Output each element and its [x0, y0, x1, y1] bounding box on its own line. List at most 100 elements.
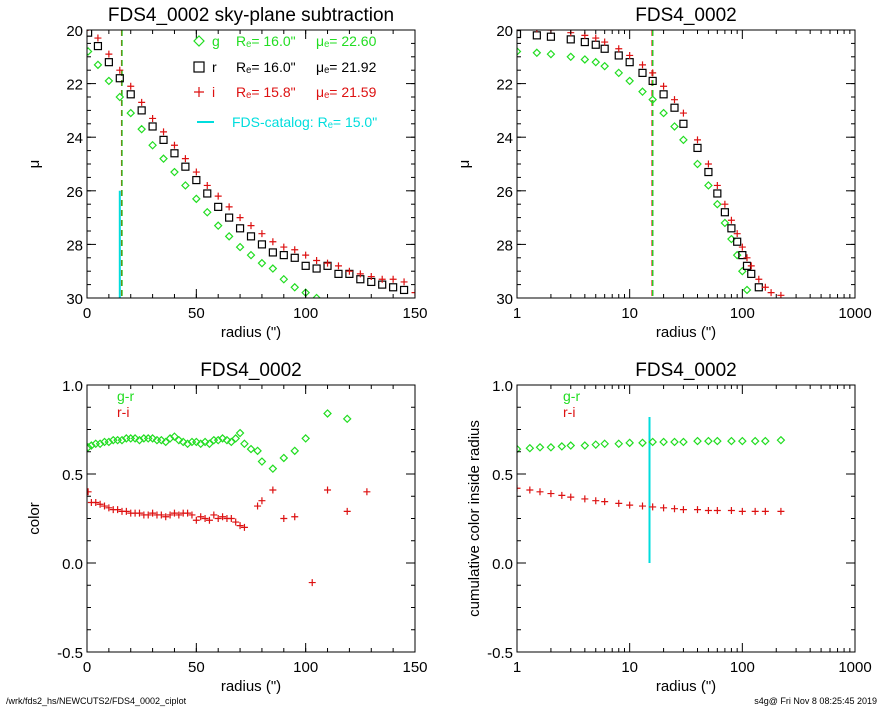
- y-tick-label: 0.5: [62, 467, 83, 484]
- data-point-r-i: [170, 509, 178, 517]
- x-tick-label: 100: [293, 659, 318, 676]
- legend-effective-radius: Rₑ= 16.0": [236, 59, 296, 75]
- legend-marker-g: [193, 35, 205, 47]
- data-point-r: [638, 68, 647, 77]
- y-axis-label: color: [26, 502, 43, 535]
- data-point-g-r: [648, 437, 658, 447]
- data-point-i: [693, 136, 701, 144]
- data-point-g-r: [126, 434, 136, 443]
- series-i: [87, 30, 415, 297]
- data-point-i: [536, 30, 538, 33]
- data-point-g: [290, 282, 300, 292]
- data-point-r-i: [105, 504, 113, 512]
- data-point-g-r: [240, 439, 249, 449]
- data-point-r-i: [192, 516, 200, 524]
- data-point-g: [257, 258, 267, 268]
- data-point-r: [733, 237, 742, 246]
- data-point-g-r: [600, 439, 610, 449]
- data-point-r-i: [92, 498, 100, 506]
- data-point-g-r: [257, 457, 267, 466]
- data-point-i: [280, 243, 288, 251]
- data-point-g: [704, 181, 713, 190]
- data-point-g-r: [161, 437, 171, 447]
- y-tick-label: 28: [66, 237, 83, 254]
- data-point-r-i: [96, 500, 104, 508]
- data-point-i: [192, 168, 200, 176]
- data-point-r: [126, 90, 135, 99]
- data-point-i: [704, 160, 712, 168]
- data-point-g-r: [200, 437, 210, 447]
- data-point-g-r: [170, 432, 179, 441]
- data-point-g: [693, 159, 702, 169]
- data-point-r-i: [639, 502, 647, 510]
- x-axis-label: radius ("): [221, 324, 281, 341]
- data-point-r-i: [175, 511, 183, 519]
- data-point-r-i: [526, 486, 534, 494]
- data-point-r-i: [343, 507, 351, 515]
- data-point-g: [202, 207, 212, 217]
- series-g: [517, 47, 752, 295]
- data-point-r-i: [727, 506, 735, 514]
- data-point-r: [192, 175, 201, 185]
- data-point-g: [566, 52, 576, 62]
- data-point-r-i: [149, 509, 157, 517]
- data-point-r: [257, 240, 267, 249]
- data-point-r-i: [144, 511, 152, 519]
- data-point-i: [236, 214, 244, 222]
- data-point-r-i: [236, 522, 244, 530]
- panel-cumulative-color: FDS4_0002 1 10 100 1000 -0.5 0.0 0.5 1.0 radius (…: [466, 360, 872, 695]
- data-point-g-r: [525, 443, 535, 453]
- data-point-g: [104, 76, 114, 86]
- y-tick-label: 22: [496, 77, 513, 94]
- data-point-r-i: [761, 507, 769, 515]
- data-point-g: [148, 140, 157, 150]
- data-point-r: [290, 253, 299, 262]
- data-point-g-r: [130, 434, 140, 443]
- data-point-g: [181, 181, 190, 190]
- legend-g-r: g-r: [117, 388, 134, 404]
- data-point-g: [170, 167, 179, 177]
- x-tick-label: 0: [83, 305, 91, 322]
- data-point-g: [720, 218, 730, 228]
- data-point-r-i: [135, 509, 143, 517]
- chart-title: FDS4_0002: [635, 5, 736, 26]
- data-layer: [517, 30, 785, 298]
- y-tick-label: 0.0: [62, 556, 83, 573]
- legend-entry-r: r Rₑ= 16.0" μₑ= 21.92: [193, 59, 377, 75]
- y-tick-label: 20: [66, 23, 83, 40]
- data-point-g: [614, 68, 624, 78]
- data-point-i: [679, 109, 687, 117]
- data-point-r-i: [713, 506, 721, 514]
- legend-r-i: r-i: [117, 404, 129, 420]
- data-point-r: [104, 58, 113, 67]
- data-point-g-r: [231, 434, 241, 443]
- data-point-i: [721, 200, 729, 208]
- x-tick-label: 10: [621, 305, 638, 322]
- data-point-g-r: [517, 444, 522, 454]
- data-point-r: [580, 37, 589, 47]
- y-tick-label: 24: [66, 130, 83, 147]
- data-point-g: [600, 61, 610, 71]
- data-point-r: [235, 224, 245, 233]
- data-point-g: [742, 285, 752, 295]
- data-point-r-i: [601, 498, 609, 506]
- y-tick-label: 0.0: [492, 556, 513, 573]
- data-point-i: [378, 275, 386, 283]
- legend-effective-surface-brightness: μₑ= 22.60: [316, 33, 377, 49]
- x-tick-label: 100: [730, 659, 755, 676]
- data-point-i: [761, 283, 769, 291]
- data-point-r: [170, 149, 179, 158]
- y-tick-label: 20: [496, 23, 513, 40]
- data-point-r-i: [232, 518, 240, 526]
- legend-g-r: g-r: [563, 388, 580, 404]
- data-point-g-r: [625, 438, 635, 448]
- data-point-r-i: [114, 506, 122, 514]
- data-point-g-r: [222, 435, 232, 445]
- plot-frame: [516, 384, 856, 653]
- data-point-i: [733, 230, 741, 238]
- data-point-g-r: [760, 436, 770, 446]
- y-tick-label: 0.5: [492, 467, 513, 484]
- data-point-i: [713, 181, 721, 189]
- data-point-r-i: [157, 511, 165, 519]
